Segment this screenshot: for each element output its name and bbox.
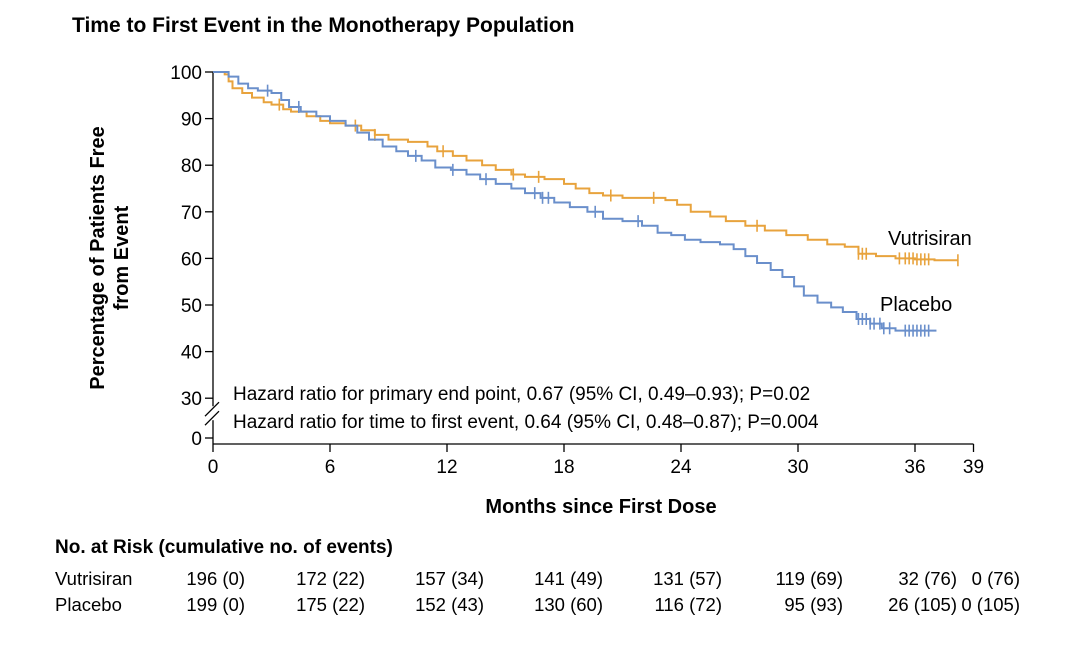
x-tick-label: 6 bbox=[325, 457, 336, 478]
risk-table-cell: 0 (76) bbox=[971, 568, 1020, 589]
x-tick-label: 18 bbox=[553, 457, 574, 478]
axis-break-mark bbox=[204, 410, 220, 426]
km-chart: Percentage of Patients Free from Event 3… bbox=[87, 63, 984, 518]
x-tick-label: 12 bbox=[436, 457, 457, 478]
x-tick-label: 36 bbox=[904, 457, 925, 478]
x-tick-label: 24 bbox=[670, 457, 692, 478]
risk-table-cell: 157 (34) bbox=[415, 568, 484, 589]
axes: 30 40 50 60 70 80 90 100 00 6 12 18 24 30 36 39 bbox=[170, 63, 984, 478]
x-tick-label: 0 bbox=[208, 457, 219, 478]
hazard-ratio-first-event-annotation: Hazard ratio for time to first event, 0.… bbox=[233, 412, 819, 433]
vutrisiran-survival-line bbox=[213, 71, 958, 262]
risk-row-label: Vutrisiran bbox=[55, 568, 133, 589]
placebo-series-label: Placebo bbox=[880, 294, 952, 316]
risk-table-cell: 141 (49) bbox=[534, 568, 603, 589]
axis-break-mark bbox=[204, 401, 220, 417]
y-tick-label: 80 bbox=[181, 156, 202, 177]
risk-table-cell: 32 (76) bbox=[898, 568, 957, 589]
hazard-ratio-primary-annotation: Hazard ratio for primary end point, 0.67… bbox=[233, 384, 810, 405]
risk-table-cell: 116 (72) bbox=[654, 594, 722, 615]
y-tick-label: 0 bbox=[191, 429, 202, 450]
x-tick-label: 39 bbox=[963, 457, 984, 478]
y-tick-label: 30 bbox=[181, 389, 202, 410]
risk-table-cell: 0 (105) bbox=[961, 594, 1020, 615]
vutrisiran-series-label: Vutrisiran bbox=[888, 228, 972, 250]
labels-layer: Vutrisiran Placebo Hazard ratio for primar… bbox=[233, 228, 972, 433]
y-tick-label: 40 bbox=[181, 343, 202, 364]
risk-table-cell: 175 (22) bbox=[296, 594, 365, 615]
risk-table-cell: 119 (69) bbox=[775, 568, 843, 589]
risk-table-cell: 26 (105) bbox=[888, 594, 957, 615]
x-axis-label: Months since First Dose bbox=[485, 496, 716, 518]
placebo-survival-line bbox=[213, 71, 937, 332]
x-tick-label: 30 bbox=[787, 457, 808, 478]
risk-row-label: Placebo bbox=[55, 594, 122, 615]
risk-table-cell: 196 (0) bbox=[186, 568, 245, 589]
risk-table-cell: 199 (0) bbox=[186, 594, 245, 615]
series-layer bbox=[213, 71, 959, 337]
y-tick-label: 100 bbox=[170, 63, 202, 84]
y-tick-label: 50 bbox=[181, 296, 202, 317]
y-axis-label-line-2: from Event bbox=[111, 205, 133, 310]
y-tick-label: 70 bbox=[181, 203, 202, 224]
risk-table-cell: 172 (22) bbox=[296, 568, 365, 589]
risk-table-cell: 152 (43) bbox=[415, 594, 484, 615]
risk-table-cell: 95 (93) bbox=[784, 594, 843, 615]
y-tick-label: 90 bbox=[181, 110, 202, 131]
y-axis-label: Percentage of Patients Free from Event bbox=[87, 126, 133, 389]
y-axis-label-line-1: Percentage of Patients Free bbox=[87, 126, 109, 389]
y-tick-label: 60 bbox=[181, 249, 202, 270]
chart-title: Time to First Event in the Monotherapy P… bbox=[72, 14, 575, 37]
risk-table-cell: 130 (60) bbox=[534, 594, 603, 615]
risk-table-title: No. at Risk (cumulative no. of events) bbox=[55, 537, 393, 558]
risk-table-cell: 131 (57) bbox=[653, 568, 722, 589]
